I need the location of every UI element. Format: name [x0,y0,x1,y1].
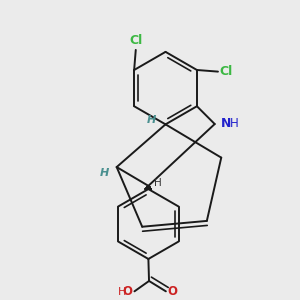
Text: H: H [100,168,109,178]
Text: H: H [118,287,126,297]
Text: O: O [123,286,133,298]
Text: H: H [230,117,239,130]
Text: O: O [167,286,178,298]
Text: H: H [146,116,156,125]
Text: Cl: Cl [220,65,233,78]
Text: H: H [154,178,161,188]
Text: Cl: Cl [129,34,142,47]
Text: N: N [220,117,231,130]
